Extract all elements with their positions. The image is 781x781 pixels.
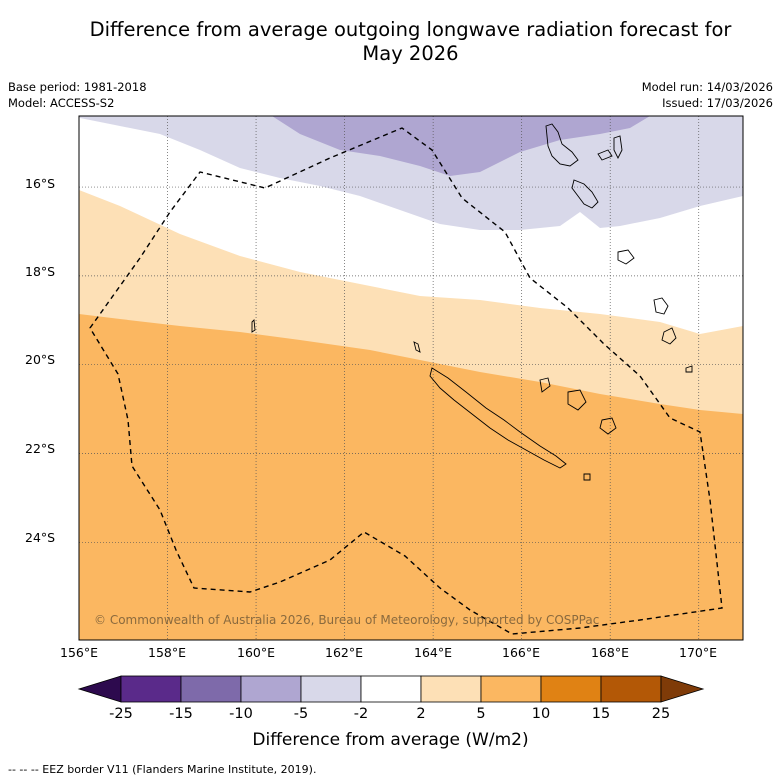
lon-label-166e: 166°E [501,645,541,660]
lon-label-156e: 156°E [59,645,99,660]
colorbar-bin [540,675,602,703]
colorbar-bin [120,675,182,703]
eez-footnote: -- -- -- EEZ border V11 (Flanders Marine… [8,763,317,776]
anomaly-band-minus5-to-minus2 [79,116,743,230]
colorbar-bin [180,675,242,703]
colorbar-tick: -5 [293,706,309,722]
land-outlines [251,123,693,481]
copyright-notice: © Commonwealth of Australia 2026, Bureau… [94,613,600,627]
title-line-1: Difference from average outgoing longwav… [89,18,732,41]
vanuatu-efate [617,249,635,265]
colorbar-tick: 25 [651,706,671,722]
belep-islands [413,341,421,353]
colorbar-bin [420,675,482,703]
colorbar-bin [360,675,422,703]
map-frame [78,115,744,641]
anomaly-band-minus10-to-minus5 [272,116,650,176]
colorbar-tick: -2 [353,706,369,722]
model-name: Model: ACCESS-S2 [8,96,115,110]
tanna-island [653,297,669,315]
lon-label-158e: 158°E [147,645,187,660]
lon-label-160e: 160°E [236,645,276,660]
colorbar-bin [480,675,542,703]
walpole-island [583,473,591,481]
lat-label-22s: 22°S [25,441,56,456]
colorbar-tick: 5 [476,706,486,722]
colorbar-bin [300,675,362,703]
chart-title: Difference from average outgoing longwav… [0,18,781,66]
base-period: Base period: 1981-2018 [8,80,147,94]
colorbar-tick: 10 [531,706,551,722]
lat-label-18s: 18°S [25,264,56,279]
gridlines [79,116,743,640]
title-line-2: May 2026 [362,42,459,65]
colorbar-extend-low [77,675,122,703]
vanuatu-northern-island [613,135,623,160]
lon-label-168e: 168°E [590,645,630,660]
colorbar-tick: 2 [416,706,426,722]
lon-label-162e: 162°E [324,645,364,660]
lon-label-170e: 170°E [678,645,718,660]
vanuatu-espiritu-santo [545,123,579,167]
lat-label-24s: 24°S [25,530,56,545]
model-run: Model run: 14/03/2026 [641,80,773,94]
colorbar [77,675,705,703]
loyalty-islands-lifou [567,389,587,411]
vanuatu-malekula [571,179,599,209]
new-caledonia-island [429,367,567,469]
meta-right: Model run: 14/03/2026 Issued: 17/03/2026 [642,79,773,111]
colorbar-tick: 15 [591,706,611,722]
lon-label-164e: 164°E [413,645,453,660]
lat-label-20s: 20°S [25,352,56,367]
lat-label-16s: 16°S [25,176,56,191]
vanuatu-maewo [597,149,613,161]
issued-date: Issued: 17/03/2026 [662,96,773,110]
eez-border [89,127,723,635]
colorbar-tick: -10 [229,706,253,722]
colorbar-tick: -15 [169,706,193,722]
small-island-1 [685,365,693,373]
colorbar-label: Difference from average (W/m2) [252,730,529,750]
meta-left: Base period: 1981-2018 Model: ACCESS-S2 [8,79,147,111]
chesterfield-reef [251,319,256,333]
colorbar-tick: -25 [109,706,133,722]
loyalty-islands-mare [599,417,617,435]
loyalty-islands-ouvea [539,377,551,393]
colorbar-extend-high [660,675,705,703]
colorbar-bin [600,675,662,703]
aneityum-island [661,327,677,345]
colorbar-bin [240,675,302,703]
